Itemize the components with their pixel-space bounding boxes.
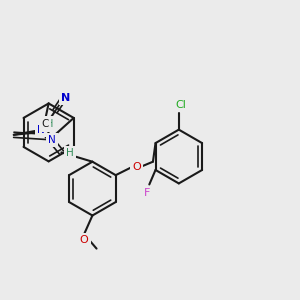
Text: O: O [132, 162, 141, 172]
Text: N: N [61, 93, 70, 103]
Text: Cl: Cl [176, 100, 186, 110]
Text: H: H [46, 118, 53, 128]
Text: N: N [37, 125, 44, 135]
Text: H: H [66, 148, 74, 158]
Text: N: N [48, 135, 56, 146]
Text: O: O [80, 235, 88, 245]
Text: C: C [41, 119, 49, 130]
Text: F: F [144, 188, 150, 198]
